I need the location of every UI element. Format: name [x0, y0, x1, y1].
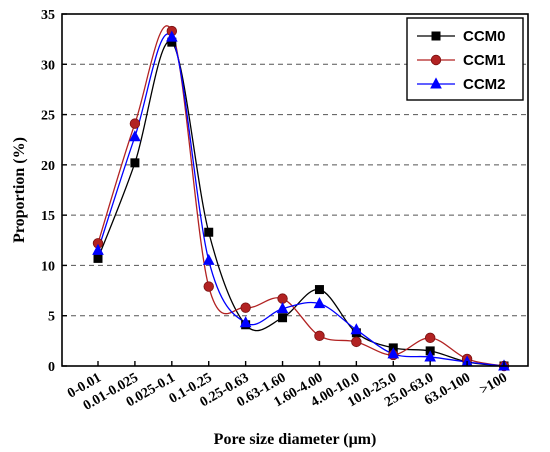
y-axis-ticks: 0 5 10 15 20 25 30 35 [41, 8, 67, 375]
data-point-ccm2 [165, 30, 178, 42]
legend-label-ccm0: CCM0 [463, 28, 506, 45]
data-point-ccm2 [313, 297, 326, 309]
x-axis-title: Pore size diameter (μm) [214, 431, 377, 448]
data-point-ccm1 [203, 281, 214, 292]
legend-label-ccm1: CCM1 [463, 52, 506, 69]
y-tick-label: 25 [41, 109, 55, 124]
data-point-ccm0 [204, 227, 214, 237]
data-point-ccm1 [351, 336, 362, 348]
y-tick-label: 20 [41, 159, 55, 174]
y-tick-label: 10 [41, 259, 55, 274]
data-point-ccm2 [350, 323, 363, 335]
data-point-ccm2 [276, 302, 289, 314]
data-point-ccm1 [240, 302, 251, 313]
data-point-ccm0 [93, 253, 103, 263]
data-point-ccm1 [277, 293, 288, 304]
legend-marker-ccm0 [431, 31, 441, 41]
legend-marker-ccm2 [430, 77, 442, 89]
data-point-ccm2 [129, 130, 141, 142]
legend-marker-ccm1 [430, 54, 442, 66]
plot-frame [61, 13, 529, 367]
data-point-ccm1 [314, 330, 325, 342]
data-point-ccm1 [424, 332, 436, 344]
data-point-ccm2 [387, 347, 400, 359]
y-tick-label: 35 [41, 8, 55, 23]
data-point-ccm2 [239, 316, 252, 328]
data-point-ccm2 [92, 243, 104, 255]
x-tick-label: >100 [477, 370, 510, 397]
data-point-ccm1 [129, 118, 141, 129]
y-axis-title: Proportion (%) [11, 137, 28, 243]
legend-box [406, 17, 524, 101]
data-point-ccm0 [314, 285, 324, 295]
y-tick-label: 15 [41, 209, 55, 224]
y-tick-label: 30 [41, 58, 55, 73]
data-point-ccm2 [424, 350, 437, 362]
x-axis-ticks: 0-0.010.01-0.0250.025-0.10.1-0.250.25-0.… [65, 361, 510, 414]
grid [62, 63, 528, 317]
data-point-ccm0 [278, 313, 288, 323]
y-tick-label: 5 [48, 310, 55, 325]
legend: CCM0 CCM1 CCM2 [406, 17, 524, 101]
legend-label-ccm2: CCM2 [463, 76, 506, 93]
data-point-ccm0 [130, 158, 140, 168]
data-point-ccm2 [202, 253, 215, 265]
y-tick-label: 0 [48, 360, 55, 375]
